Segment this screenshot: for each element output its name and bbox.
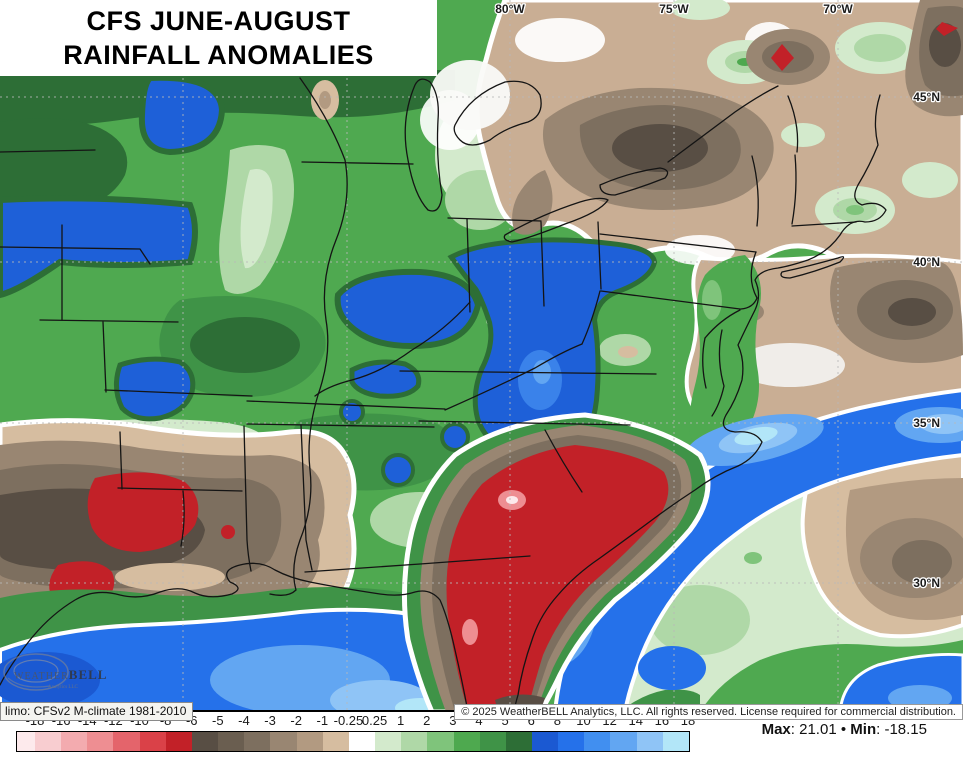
weather-map: 80°W 75°W 70°W 45°N 40°N 35°N 30°N bbox=[0, 0, 963, 720]
colorbar-segment bbox=[479, 732, 506, 751]
colorbar-segment bbox=[17, 732, 35, 751]
weatherbell-logo: WeatherBELL Analytics LLC bbox=[2, 648, 112, 700]
colorbar-segment bbox=[35, 732, 62, 751]
colorbar-tick-label: 2 bbox=[423, 713, 431, 728]
colorbar-tick-label: -2 bbox=[290, 713, 302, 728]
colorbar-segment bbox=[505, 732, 532, 751]
colorbar-tick-label: 3 bbox=[449, 713, 457, 728]
max-value: 21.01 bbox=[799, 721, 837, 738]
colorbar-segment bbox=[87, 732, 114, 751]
colorbar-tick-label: -1 bbox=[316, 713, 329, 728]
colorbar-segment bbox=[270, 732, 297, 751]
lat-label-45n: 45°N bbox=[913, 90, 940, 104]
colorbar-segment bbox=[584, 732, 611, 751]
colorbar-segment bbox=[375, 732, 402, 751]
atlantic-southeast-region bbox=[620, 400, 963, 714]
min-colon: : bbox=[876, 721, 885, 738]
northern-dry-region bbox=[311, 0, 963, 273]
weatherbell-logo-swirl bbox=[3, 653, 69, 691]
colorbar-segment bbox=[558, 732, 585, 751]
colorbar-segment bbox=[453, 732, 480, 751]
max-min-stats: Max: 21.01 • Min: -18.15 bbox=[762, 721, 927, 738]
colorbar-segment bbox=[61, 732, 88, 751]
colorbar-tick-label: 5 bbox=[501, 713, 509, 728]
colorbar bbox=[16, 731, 690, 752]
colorbar-segment bbox=[218, 732, 245, 751]
colorbar-tick-label: 0.25 bbox=[361, 713, 388, 728]
colorbar-segment bbox=[531, 732, 559, 751]
colorbar-tick-label: 4 bbox=[475, 713, 483, 728]
colorbar-tick-label: 1 bbox=[397, 713, 405, 728]
lon-label-75w: 75°W bbox=[659, 2, 689, 16]
climo-label: limo: CFSv2 M-climate 1981-2010 bbox=[0, 702, 194, 721]
lat-lon-gridlines bbox=[0, 0, 963, 712]
stats-bullet: • bbox=[840, 721, 847, 738]
graticule-labels: 80°W 75°W 70°W 45°N 40°N 35°N 30°N bbox=[494, 1, 941, 592]
colorbar-tick-label: 8 bbox=[553, 713, 562, 728]
weatherbell-logo-text: WeatherBELL bbox=[14, 667, 107, 682]
colorbar-tick-label: -3 bbox=[264, 713, 276, 728]
lat-label-40n: 40°N bbox=[913, 255, 940, 269]
colorbar-tick-label: -4 bbox=[238, 713, 250, 728]
colorbar-segment bbox=[139, 732, 166, 751]
colorbar-segment bbox=[348, 732, 376, 751]
gulf-coast-dry-system bbox=[0, 418, 357, 633]
max-colon: : bbox=[790, 721, 800, 738]
colorbar-segment bbox=[191, 732, 219, 751]
state-borders-and-coastlines bbox=[0, 77, 887, 713]
colorbar-segment bbox=[636, 732, 663, 751]
colorbar-segment bbox=[662, 732, 689, 751]
lon-label-80w: 80°W bbox=[495, 2, 525, 16]
max-label: Max bbox=[761, 721, 791, 738]
colorbar-segment bbox=[244, 732, 271, 751]
colorbar-tick-label: -5 bbox=[212, 713, 224, 728]
colorbar-segment bbox=[427, 732, 454, 751]
copyright-label: © 2025 WeatherBELL Analytics, LLC. All r… bbox=[454, 704, 963, 720]
colorbar-segment bbox=[322, 732, 349, 751]
lat-label-30n: 30°N bbox=[913, 576, 940, 590]
min-label: Min bbox=[850, 721, 877, 738]
weatherbell-logo-tagline: Analytics LLC bbox=[48, 685, 79, 690]
colorbar-segment bbox=[401, 732, 428, 751]
colorbar-segment bbox=[113, 732, 140, 751]
colorbar-segment bbox=[610, 732, 637, 751]
map-title: CFS JUNE-AUGUST RAINFALL ANOMALIES bbox=[0, 0, 437, 76]
map-title-line2: RAINFALL ANOMALIES bbox=[63, 40, 374, 70]
min-value: -18.15 bbox=[884, 721, 927, 738]
colorbar-tick-label: 6 bbox=[527, 713, 535, 728]
lon-label-70w: 70°W bbox=[823, 2, 853, 16]
lat-label-35n: 35°N bbox=[913, 416, 940, 430]
southeast-red-anomaly-system bbox=[401, 412, 711, 715]
colorbar-segment bbox=[165, 732, 192, 751]
colorbar-tick-label: -0.25 bbox=[333, 713, 364, 728]
map-title-line1: CFS JUNE-AUGUST bbox=[86, 6, 351, 36]
colorbar-segment bbox=[296, 732, 323, 751]
